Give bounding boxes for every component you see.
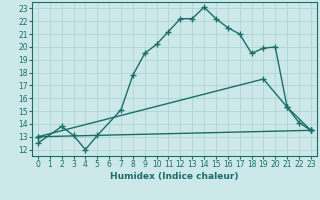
X-axis label: Humidex (Indice chaleur): Humidex (Indice chaleur) xyxy=(110,172,239,181)
